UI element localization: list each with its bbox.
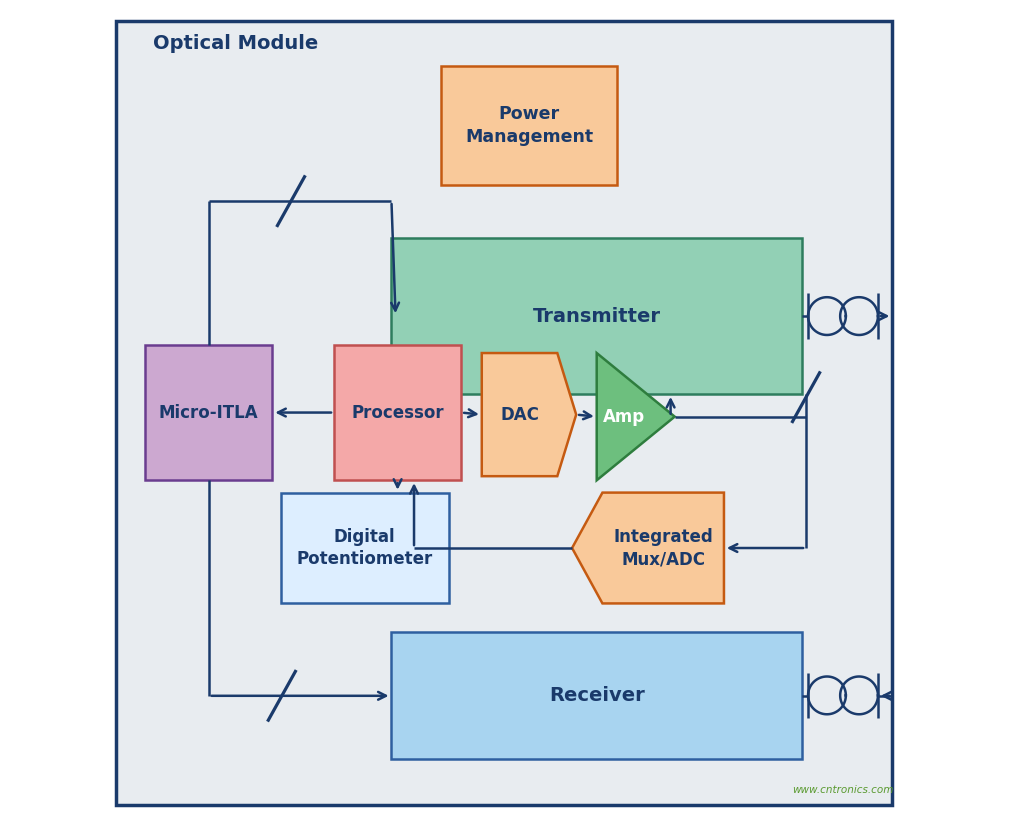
FancyBboxPatch shape xyxy=(116,21,892,805)
Text: DAC: DAC xyxy=(500,406,539,424)
Text: Receiver: Receiver xyxy=(549,686,644,705)
Text: Micro-ITLA: Micro-ITLA xyxy=(159,404,258,421)
Text: Power
Management: Power Management xyxy=(465,105,593,145)
Text: Integrated
Mux/ADC: Integrated Mux/ADC xyxy=(614,528,713,568)
FancyBboxPatch shape xyxy=(145,345,273,480)
FancyBboxPatch shape xyxy=(441,66,618,185)
Text: Transmitter: Transmitter xyxy=(533,306,661,326)
Text: Processor: Processor xyxy=(351,404,444,421)
Text: Digital
Potentiometer: Digital Potentiometer xyxy=(297,528,433,568)
FancyBboxPatch shape xyxy=(391,238,801,394)
FancyBboxPatch shape xyxy=(391,632,801,759)
Polygon shape xyxy=(482,353,576,476)
Text: Optical Module: Optical Module xyxy=(153,34,319,53)
FancyBboxPatch shape xyxy=(281,493,449,603)
Text: Amp: Amp xyxy=(603,408,645,425)
Polygon shape xyxy=(596,353,675,480)
FancyBboxPatch shape xyxy=(334,345,461,480)
Text: www.cntronics.com: www.cntronics.com xyxy=(792,785,893,795)
Polygon shape xyxy=(572,493,724,603)
